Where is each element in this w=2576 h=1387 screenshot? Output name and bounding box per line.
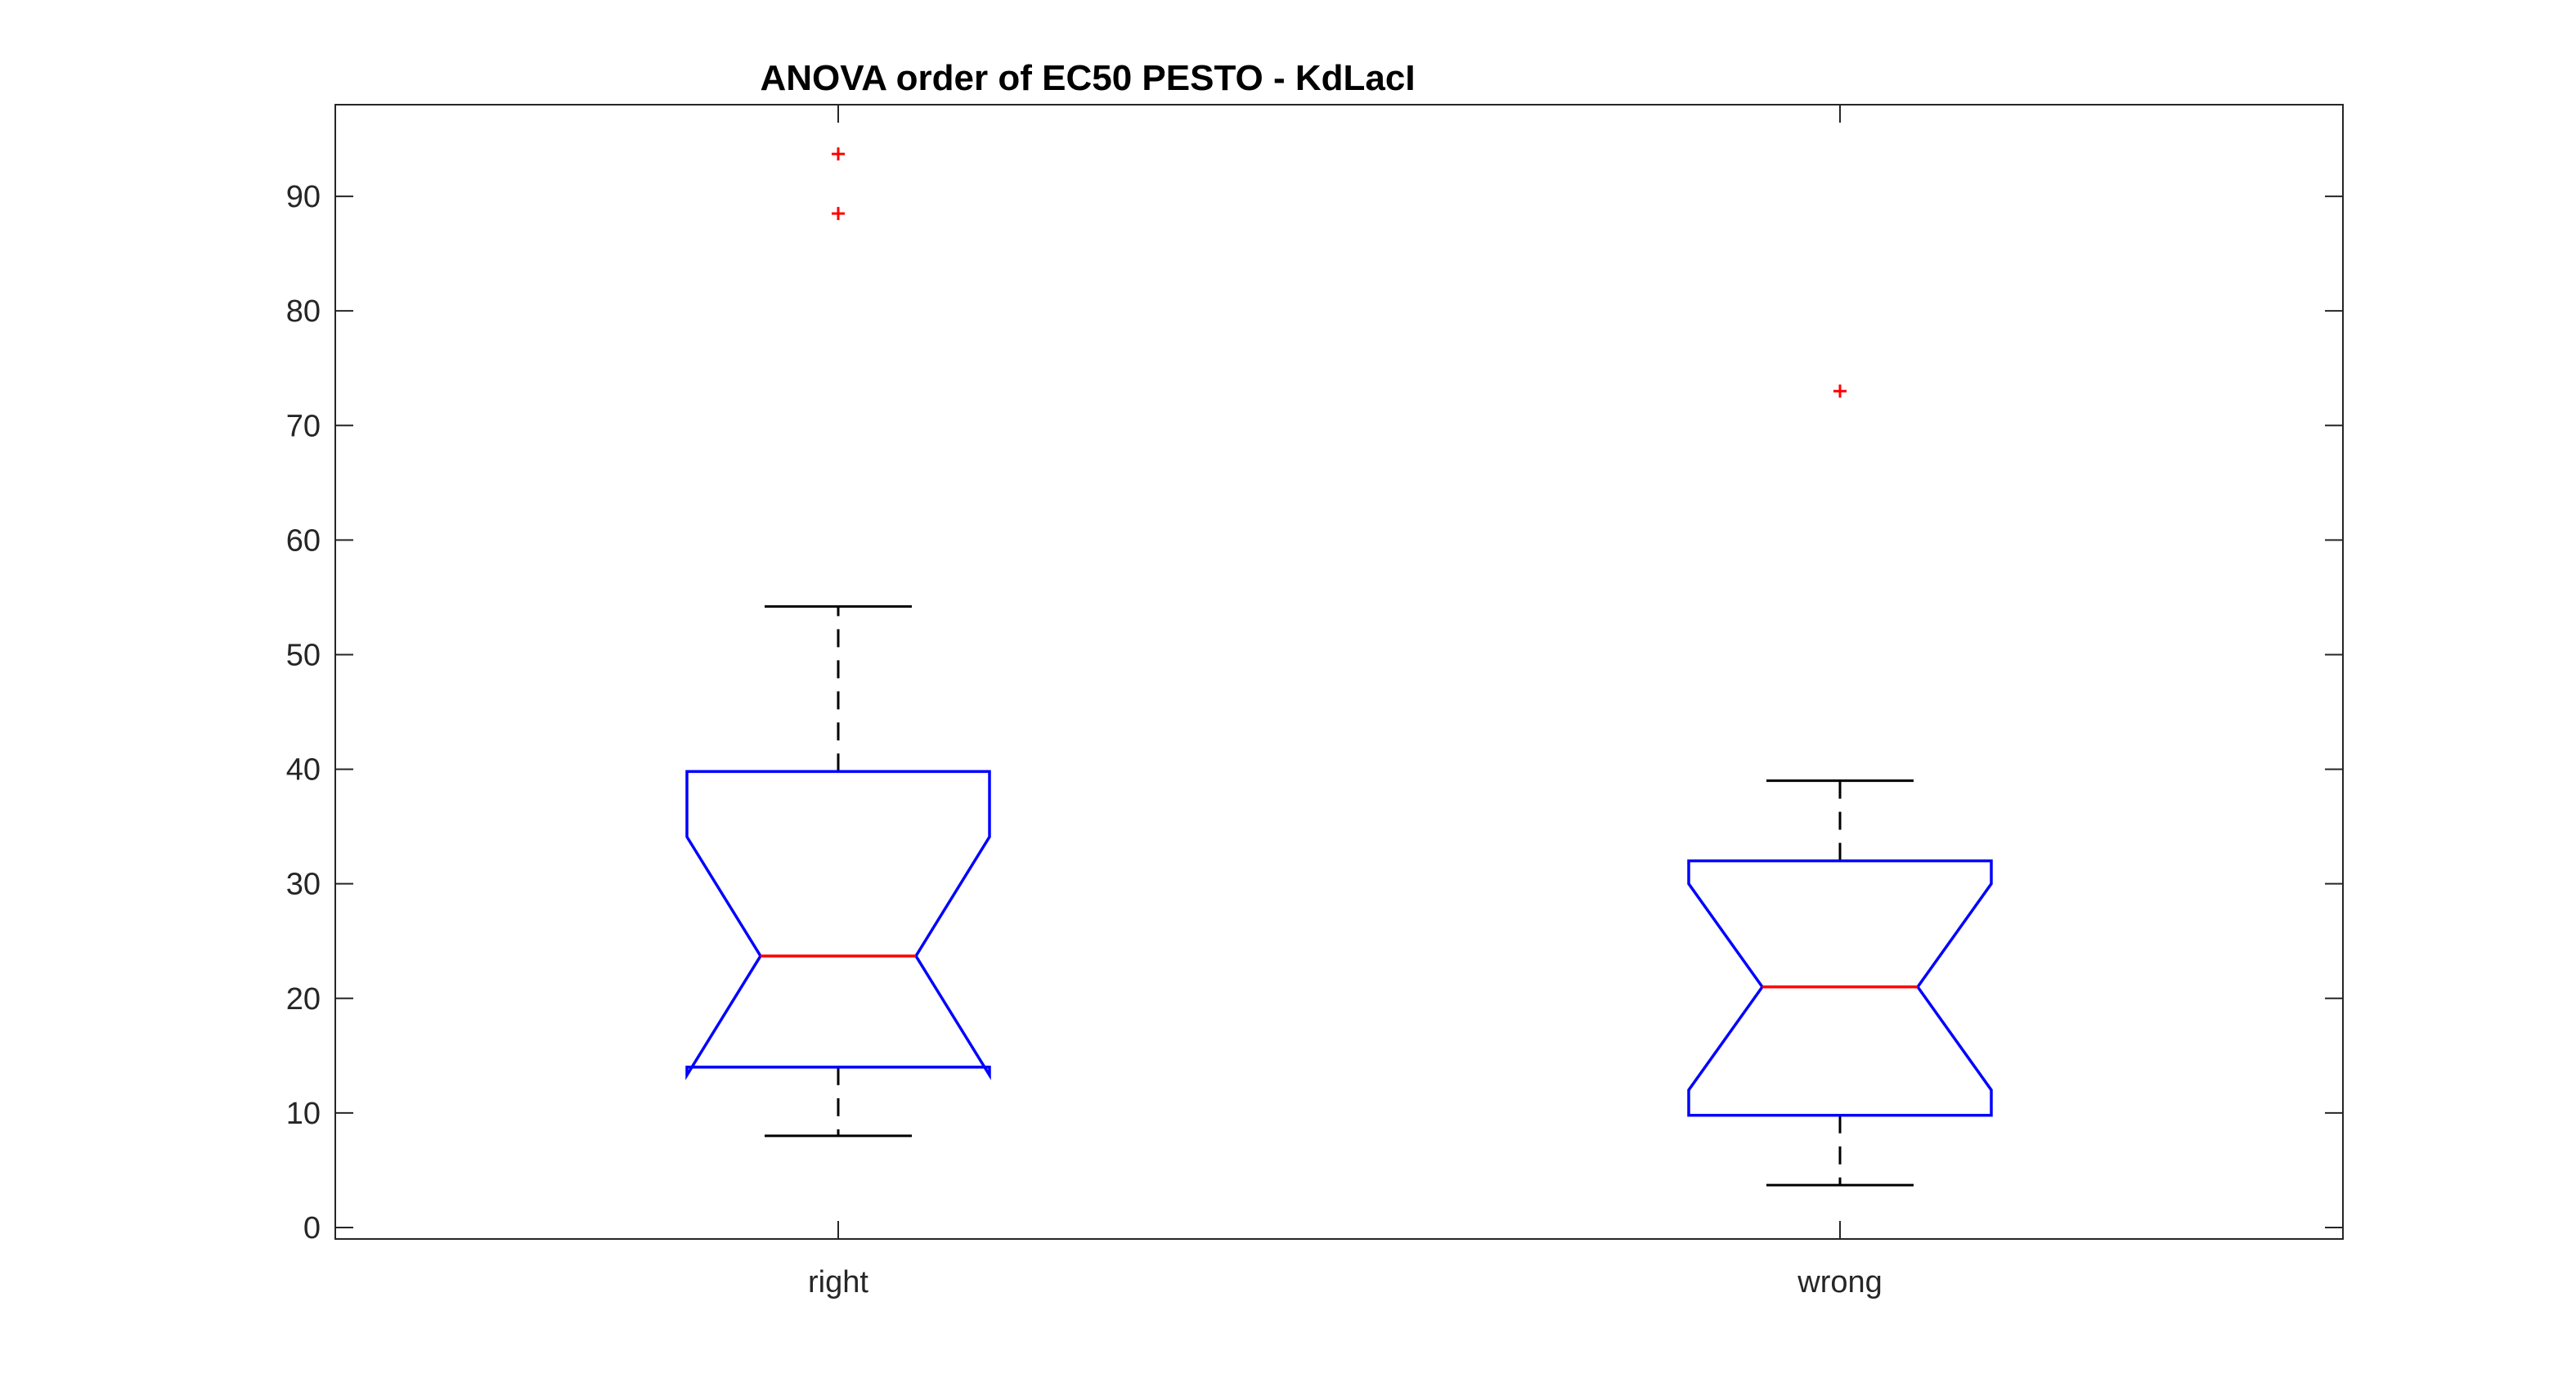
y-tick-label: 80 xyxy=(286,294,321,329)
box-group-wrong xyxy=(1687,384,1993,1187)
y-tick-label: 40 xyxy=(286,753,321,788)
axes: 0 10 20 30 40 50 60 70 80 90 right wrong xyxy=(286,104,2344,1299)
outlier-point xyxy=(832,147,845,161)
y-tick-label: 50 xyxy=(286,638,321,672)
notched-box xyxy=(1687,859,1993,1117)
x-tick-label: wrong xyxy=(1797,1265,1883,1299)
y-tick-label: 30 xyxy=(286,868,321,902)
y-tick-label: 20 xyxy=(286,982,321,1017)
y-tick-label: 90 xyxy=(286,180,321,214)
outlier-point xyxy=(832,207,845,221)
chart-title: ANOVA order of EC50 PESTO - KdLacI xyxy=(760,58,1415,98)
y-tick-label: 70 xyxy=(286,409,321,443)
outlier-point xyxy=(1833,384,1847,398)
plot-frame xyxy=(334,104,2344,1240)
y-tick-label: 10 xyxy=(286,1097,321,1131)
box-group-right xyxy=(685,147,991,1138)
y-tick-label: 60 xyxy=(286,523,321,558)
y-tick-label: 0 xyxy=(303,1211,321,1246)
notched-box xyxy=(685,770,991,1080)
boxes xyxy=(685,147,1993,1187)
x-tick-label: right xyxy=(808,1265,868,1299)
